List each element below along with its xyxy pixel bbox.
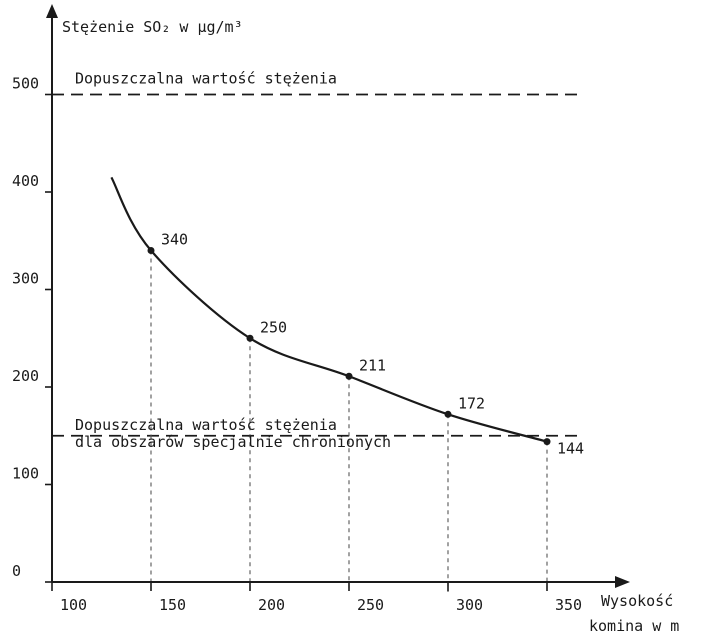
reference-label: Dopuszczalna wartość stężenia xyxy=(75,70,337,88)
x-tick-label: 300 xyxy=(456,596,483,614)
data-label: 340 xyxy=(161,231,188,249)
y-tick-label: 200 xyxy=(12,367,39,385)
x-tick-label: 200 xyxy=(258,596,285,614)
data-label: 211 xyxy=(359,356,386,374)
x-axis-title-line1: Wysokość xyxy=(601,592,673,610)
data-point xyxy=(444,410,452,418)
data-point xyxy=(543,438,551,446)
y-tick-label: 100 xyxy=(12,465,39,483)
x-tick-label: 250 xyxy=(357,596,384,614)
reference-label: dla obszarów specjalnie chronionych xyxy=(75,433,391,451)
reference-label: Dopuszczalna wartość stężenia xyxy=(75,416,337,434)
x-axis-title-line2: komina w m xyxy=(589,617,679,635)
data-point xyxy=(345,372,353,380)
data-point xyxy=(246,334,254,342)
curve-layer xyxy=(110,176,551,446)
drop-lines xyxy=(150,250,548,592)
data-label: 144 xyxy=(557,440,584,458)
y-tick-label: 500 xyxy=(12,75,39,93)
y-axis-title: Stężenie SO₂ w μg/m³ xyxy=(62,18,243,36)
x-axis-arrow xyxy=(615,576,630,588)
x-tick-label: 350 xyxy=(555,596,582,614)
x-tick-label: 100 xyxy=(60,596,87,614)
y-tick-label: 0 xyxy=(12,562,21,580)
data-label: 250 xyxy=(260,318,287,336)
reference-layer xyxy=(52,93,583,437)
axes: 0 100 200 300 400 500 100 150 200 250 300 350 xyxy=(12,4,630,614)
y-axis-arrow xyxy=(46,4,58,18)
data-point xyxy=(147,247,155,254)
data-label: 172 xyxy=(458,394,485,412)
y-tick-label: 400 xyxy=(12,172,39,190)
y-tick-label: 300 xyxy=(12,270,39,288)
labels: Dopuszczalna wartość stężenia Dopuszczaln… xyxy=(75,70,584,458)
x-tick-label: 150 xyxy=(159,596,186,614)
